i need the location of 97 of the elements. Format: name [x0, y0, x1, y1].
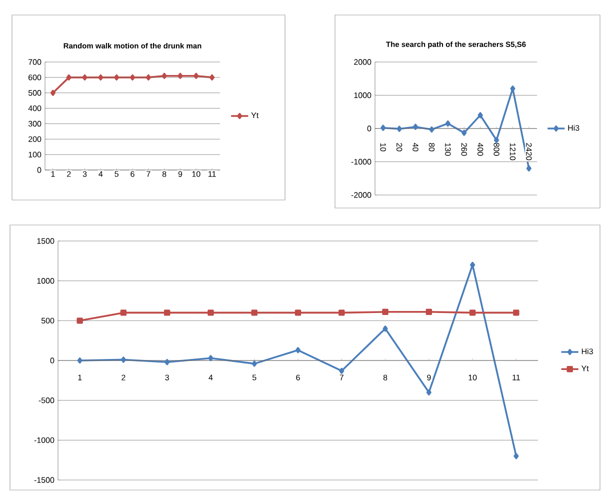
- point: [382, 308, 388, 316]
- x-tick-label: 2: [122, 374, 126, 380]
- point: [162, 72, 167, 79]
- point: [208, 310, 214, 316]
- point: [494, 137, 500, 144]
- point: [426, 308, 432, 316]
- point: [251, 310, 258, 316]
- point: [513, 310, 520, 316]
- legend-label: Yt: [251, 112, 259, 118]
- point: [98, 74, 104, 81]
- y-tick-label: 0: [367, 126, 372, 132]
- x-tick-label: 3: [165, 374, 169, 380]
- x-tick-label: 9: [178, 171, 182, 177]
- x-tick-label: 8: [383, 374, 388, 380]
- legend-label: Hi3: [582, 348, 593, 354]
- point: [426, 389, 432, 396]
- x-tick-label: 9: [427, 374, 431, 380]
- x-tick-label: 7: [146, 171, 150, 177]
- x-tick-label: 6: [130, 171, 134, 177]
- x-tick-label: 10: [380, 143, 386, 152]
- y-tick-label: 500: [41, 318, 54, 324]
- point: [339, 368, 344, 374]
- point: [294, 310, 302, 316]
- y-tick-label: 0: [37, 167, 42, 173]
- point: [209, 74, 215, 81]
- x-tick-label: 11: [512, 374, 520, 380]
- point: [164, 358, 170, 366]
- x-tick-label: 4: [98, 171, 103, 177]
- x-tick-label: 40: [412, 142, 418, 152]
- point: [194, 72, 199, 79]
- point: [295, 347, 301, 354]
- y-tick-label: -1000: [34, 437, 54, 443]
- y-tick-label: 100: [28, 152, 42, 158]
- point: [462, 130, 467, 136]
- point: [164, 310, 170, 316]
- y-tick-label: 500: [28, 90, 42, 96]
- point: [50, 90, 56, 96]
- x-tick-label: 7: [340, 374, 344, 380]
- x-tick-label: 10: [192, 171, 200, 177]
- legend-label: Yt: [581, 366, 589, 372]
- point: [526, 165, 532, 172]
- x-tick-label: 20: [396, 143, 402, 152]
- x-tick-label: 1210: [510, 143, 516, 160]
- point: [120, 310, 127, 316]
- point: [478, 112, 483, 118]
- x-tick-label: 800: [494, 143, 500, 156]
- point: [412, 124, 418, 130]
- point: [380, 124, 386, 131]
- point: [469, 310, 476, 316]
- y-tick-label: 700: [28, 59, 42, 65]
- x-tick-label: 130: [445, 143, 451, 156]
- y-tick-label: 400: [28, 105, 42, 112]
- y-tick-label: -500: [38, 398, 54, 404]
- y-tick-label: 0: [50, 358, 54, 364]
- point: [252, 360, 257, 367]
- point: [338, 310, 345, 316]
- y-tick-label: -1000: [351, 158, 372, 165]
- x-tick-label: 260: [461, 143, 467, 156]
- y-tick-label: 300: [28, 120, 42, 127]
- point: [66, 74, 72, 81]
- point: [146, 74, 151, 81]
- legend-label: Hi3: [568, 124, 580, 131]
- y-tick-label: -2000: [351, 192, 372, 198]
- x-tick-label: 8: [162, 171, 166, 177]
- point: [178, 72, 183, 79]
- y-tick-label: 200: [28, 136, 42, 142]
- x-tick-label: 1: [78, 374, 82, 380]
- point: [382, 326, 388, 332]
- y-tick-label: -1500: [34, 477, 54, 483]
- y-tick-label: 1000: [354, 92, 372, 98]
- y-tick-label: 2000: [354, 59, 372, 65]
- x-tick-label: 3: [82, 171, 87, 177]
- point: [130, 74, 136, 81]
- x-tick-label: 1: [51, 171, 55, 177]
- x-tick-label: 400: [477, 142, 484, 156]
- point: [445, 120, 450, 127]
- x-tick-label: 10: [468, 374, 477, 380]
- x-tick-label: 11: [208, 171, 216, 177]
- point: [396, 126, 402, 132]
- x-tick-label: 2: [67, 171, 71, 177]
- point: [77, 357, 82, 364]
- x-tick-label: 4: [208, 374, 213, 380]
- y-tick-label: 1000: [37, 278, 54, 284]
- point: [82, 74, 88, 81]
- point: [76, 318, 83, 324]
- x-tick-label: 5: [114, 171, 118, 177]
- point: [120, 356, 126, 363]
- x-tick-label: 6: [296, 374, 300, 380]
- x-tick-label: 2420: [526, 143, 532, 160]
- x-tick-label: 80: [428, 143, 435, 152]
- y-tick-label: 600: [28, 74, 42, 80]
- point: [114, 74, 120, 81]
- x-tick-label: 5: [252, 374, 256, 380]
- point: [208, 355, 214, 362]
- point: [429, 126, 434, 133]
- y-tick-label: 1500: [37, 238, 54, 244]
- point: [514, 453, 519, 460]
